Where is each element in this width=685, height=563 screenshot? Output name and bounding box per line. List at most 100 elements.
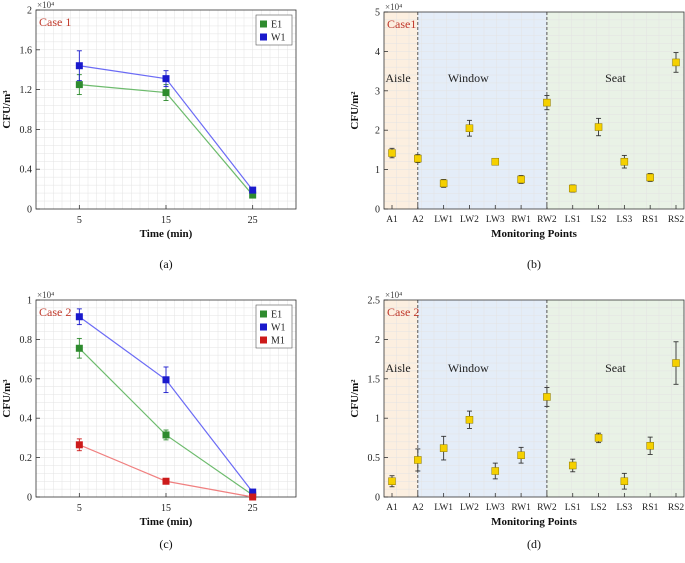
y-tick-label: 1.2 <box>20 85 33 96</box>
case-label: Case1 <box>387 17 416 31</box>
legend-marker-e1 <box>260 310 267 318</box>
x-tick-label: 5 <box>77 503 82 514</box>
data-point-lw1 <box>439 444 448 452</box>
y-tick-label: 0.4 <box>20 414 33 425</box>
x-tick-label: RW1 <box>511 215 531 225</box>
x-tick-label: LW3 <box>486 503 505 513</box>
y-tick-label: 0.8 <box>20 335 33 346</box>
x-tick-label: LS3 <box>616 215 632 225</box>
y-tick-label: 0.8 <box>20 125 33 136</box>
data-point-w1 <box>162 75 170 83</box>
data-point-ls1 <box>568 184 577 193</box>
y-tick-label: 1 <box>375 165 380 176</box>
data-point-e1 <box>162 89 170 97</box>
y-axis-label: CFU/m³ <box>1 379 13 418</box>
x-tick-label: LS2 <box>591 215 607 225</box>
data-point-a1 <box>388 477 396 485</box>
x-tick-label: RS2 <box>668 215 685 225</box>
panel-2: Aisle Window Seat 0 1 2 3 4 5 ×10⁴ CFU/m² Monitorin… <box>349 2 684 271</box>
y-tick-label: 0 <box>375 493 380 504</box>
y-tick-label: 0.4 <box>20 165 33 176</box>
y-axis-label: CFU/m² <box>349 379 361 418</box>
y-tick-label: 4 <box>375 47 380 58</box>
y-tick-label: 0 <box>27 205 32 216</box>
data-point-lw3 <box>491 467 500 475</box>
x-tick-label: LW1 <box>434 215 453 225</box>
y-tick-label: 3 <box>375 86 380 97</box>
region-window <box>417 12 547 209</box>
data-point-a1 <box>388 149 396 157</box>
x-tick-label: A1 <box>386 215 398 225</box>
x-axis-label: Time (min) <box>140 228 193 240</box>
y-tick-label: 0.6 <box>20 374 33 385</box>
x-tick-label: LW3 <box>486 215 505 225</box>
exponent-label: ×10⁴ <box>385 2 402 12</box>
x-tick-label: 5 <box>77 215 82 226</box>
y-tick-label: 0 <box>27 493 32 504</box>
y-tick-label: 5 <box>375 8 380 19</box>
region-label-aisle: Aisle <box>385 71 410 85</box>
y-tick-label: 1.6 <box>20 45 33 56</box>
x-tick-label: LS2 <box>591 503 607 513</box>
data-point-w1 <box>75 313 83 321</box>
data-point-rs1 <box>646 173 654 182</box>
data-point-ls2 <box>594 123 603 131</box>
data-point-e1 <box>75 81 83 89</box>
data-point-a2 <box>414 456 422 464</box>
exponent-label: ×10⁴ <box>37 0 54 10</box>
data-point-rw2 <box>543 98 551 107</box>
x-tick-label: A1 <box>386 503 398 513</box>
region-aisle <box>384 12 418 209</box>
data-point-w1 <box>162 376 170 384</box>
x-tick-label: RW2 <box>537 503 557 513</box>
data-point-rw2 <box>543 393 551 401</box>
x-tick-label: LW2 <box>460 503 479 513</box>
x-tick-label: LS1 <box>565 215 581 225</box>
region-seat <box>546 300 684 497</box>
region-label-window: Window <box>448 361 489 375</box>
x-axis-label: Monitoring Points <box>491 516 578 528</box>
data-point-lw1 <box>439 179 448 188</box>
y-tick-label: 2 <box>375 126 380 137</box>
x-axis-label: Monitoring Points <box>491 228 578 240</box>
y-axis-label: CFU/m³ <box>1 90 13 129</box>
case-label: Case 2 <box>387 305 419 319</box>
data-point-w1 <box>75 62 83 70</box>
data-point-m1 <box>249 493 257 501</box>
data-point-lw2 <box>465 124 474 132</box>
data-point-e1 <box>162 431 170 439</box>
panel-4: Aisle Window Seat 0 0.5 1 1.5 2 2.5 ×10⁴ CFU/m² Mon… <box>349 290 684 551</box>
legend-label-w1: W1 <box>271 323 285 334</box>
region-label-seat: Seat <box>605 71 626 85</box>
data-point-w1 <box>249 488 257 496</box>
y-tick-label: 1 <box>375 414 380 425</box>
x-tick-label: 15 <box>161 215 171 226</box>
legend-marker-w1 <box>260 323 267 331</box>
x-tick-label: LS3 <box>616 503 632 513</box>
data-point-ls2 <box>594 434 603 442</box>
x-tick-label: LW2 <box>460 215 479 225</box>
data-point-m1 <box>162 477 170 485</box>
case-label: Case 1 <box>39 15 71 29</box>
data-point-ls3 <box>620 157 629 166</box>
data-point-lw2 <box>465 416 474 424</box>
panel-label: (c) <box>159 537 172 551</box>
x-tick-label: RS2 <box>668 503 685 513</box>
y-tick-label: 1 <box>27 296 32 307</box>
y-axis-label: CFU/m² <box>349 91 361 130</box>
y-tick-label: 0 <box>375 205 380 216</box>
plot-frame <box>383 11 685 210</box>
panel-label: (d) <box>527 537 541 551</box>
data-point-rs1 <box>646 442 654 450</box>
data-point-e1 <box>75 344 83 352</box>
legend-label-m1: M1 <box>271 336 285 347</box>
panel-label: (a) <box>159 257 172 271</box>
legend-marker-m1 <box>260 336 267 344</box>
legend-label-e1: E1 <box>271 310 282 321</box>
data-point-rw1 <box>517 175 525 184</box>
x-tick-label: 25 <box>248 503 258 514</box>
y-tick-label: 2 <box>27 6 32 17</box>
y-tick-label: 2 <box>375 335 380 346</box>
panel-1: 0 0.4 0.8 1.2 1.6 2 ×10⁴ CFU/m³ Time (min) Case 1… <box>1 0 297 271</box>
